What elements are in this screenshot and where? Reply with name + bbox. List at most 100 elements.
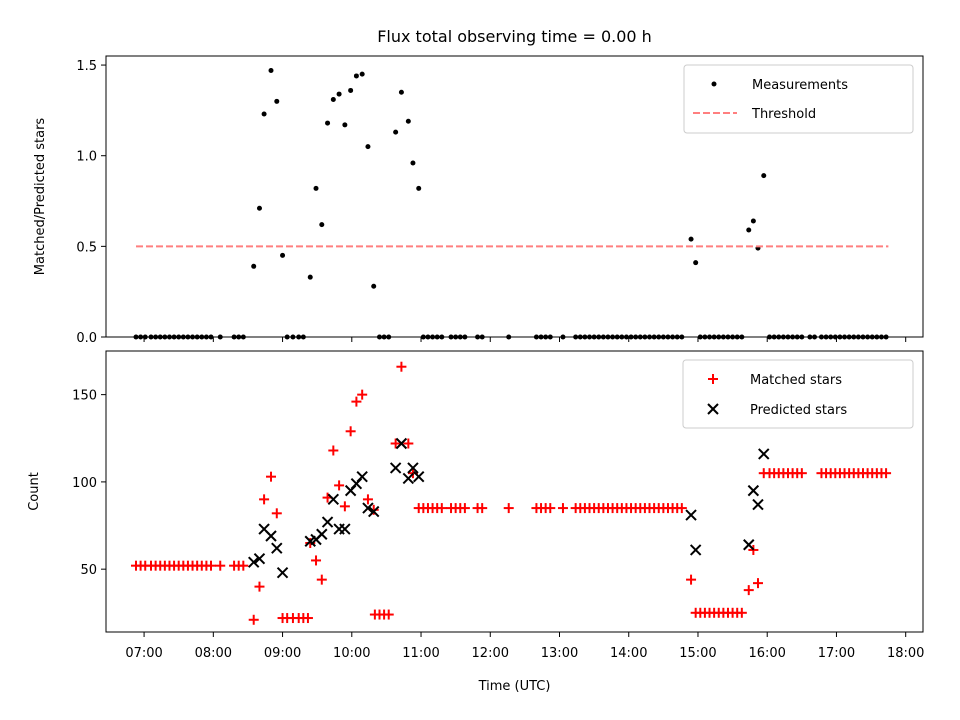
matched-star-point [396, 361, 407, 372]
x-tick-label: 14:00 [610, 646, 647, 661]
matched-star-point [503, 503, 514, 514]
bottom-y-axis-label: Count [27, 472, 42, 511]
top-y-tick-label: 0.0 [76, 331, 97, 346]
predicted-star-point [685, 509, 697, 521]
matched-star-point [881, 468, 892, 479]
predicted-star-point [402, 472, 415, 485]
measurement-point [371, 283, 377, 289]
matched-stars-legend-label: Matched stars [750, 373, 842, 388]
measurement-point [365, 144, 371, 150]
predicted-star-point [321, 516, 334, 528]
top-legend-box [683, 64, 914, 134]
top-y-tick-label: 1.5 [76, 59, 97, 74]
matched-star-point [271, 508, 282, 519]
matched-star-point [339, 501, 350, 512]
measurements-legend-label: Measurements [752, 78, 848, 93]
x-tick-label: 08:00 [195, 646, 232, 661]
matched-star-point [362, 494, 373, 505]
measurement-point [256, 205, 262, 211]
matched-star-point [796, 468, 807, 479]
measurement-point [746, 227, 752, 233]
predicted-star-point [247, 556, 260, 568]
measurements-legend-marker [711, 81, 717, 87]
predicted-star-point [395, 437, 408, 450]
x-tick-label: 12:00 [472, 646, 509, 661]
matched-star-point [390, 438, 401, 449]
measurement-point [274, 98, 280, 104]
predicted-star-point [413, 470, 425, 483]
predicted-star-point [276, 566, 289, 579]
matched-star-point [254, 581, 265, 592]
predicted-star-point [752, 498, 764, 511]
bottom-y-tick-label: 50 [80, 563, 97, 578]
measurement-point [359, 71, 365, 77]
matched-star-point [436, 503, 447, 514]
measurement-point [319, 222, 325, 228]
matched-star-point [686, 574, 697, 585]
bottom-series-matched-stars [131, 361, 892, 625]
predicted-star-point [407, 462, 419, 474]
measurement-point [398, 89, 404, 95]
x-tick-label: 16:00 [748, 646, 785, 661]
top-axes-frame [105, 55, 924, 338]
x-tick-label: 17:00 [818, 646, 855, 661]
measurement-point [330, 97, 336, 103]
bottom-axes-frame [105, 350, 924, 633]
x-tick-label: 18:00 [887, 646, 924, 661]
matched-star-point [477, 503, 488, 514]
measurement-point [307, 274, 313, 280]
top-panel: 0.0 0.5 1.0 1.5 [76, 55, 924, 346]
bottom-series-predicted-stars [247, 437, 770, 579]
matched-star-point [357, 389, 368, 400]
matched-star-point [557, 503, 568, 514]
predicted-stars-legend-glyph [707, 403, 719, 415]
matched-star-point [676, 503, 687, 514]
measurement-point [268, 68, 274, 74]
measurement-point [405, 118, 411, 124]
measurement-point [416, 185, 422, 191]
matched-star-point [311, 555, 322, 566]
measurement-point [251, 263, 257, 269]
measurement-point [280, 252, 286, 258]
measurement-point [325, 120, 331, 126]
matched-star-point [403, 438, 414, 449]
predicted-star-point [271, 542, 283, 554]
top-legend: Measurements Threshold [683, 64, 914, 134]
matched-star-point [302, 613, 313, 624]
bottom-legend-box [682, 359, 914, 429]
matched-star-point [266, 471, 277, 482]
matched-stars-legend-glyph [708, 374, 718, 384]
measurement-point [693, 260, 699, 266]
measurement-point [410, 160, 416, 166]
measurement-point [261, 111, 267, 117]
matched-star-point [743, 585, 754, 596]
matched-star-point [328, 445, 339, 456]
matched-star-point [736, 607, 747, 618]
predicted-star-point [327, 493, 340, 506]
top-y-tick-label: 0.5 [76, 240, 97, 255]
top-y-tick-label: 1.0 [76, 150, 97, 165]
x-tick-label: 10:00 [333, 646, 370, 661]
predicted-star-point [747, 484, 760, 497]
predicted-star-point [316, 528, 328, 540]
x-tick-label: 13:00 [541, 646, 578, 661]
measurement-point [393, 129, 399, 135]
predicted-star-point [253, 552, 266, 565]
measurement-point [313, 185, 319, 191]
measurement-point [353, 73, 359, 79]
measurement-point [336, 91, 342, 97]
measurement-point [750, 218, 756, 224]
threshold-legend-label: Threshold [751, 107, 816, 122]
predicted-star-point [368, 505, 380, 518]
x-tick-label: 07:00 [125, 646, 162, 661]
matched-star-point [215, 560, 226, 571]
matched-star-point [545, 503, 556, 514]
predicted-star-point [758, 448, 770, 460]
predicted-star-point [339, 523, 351, 535]
predicted-stars-legend-label: Predicted stars [750, 403, 847, 418]
matched-star-point [459, 503, 470, 514]
matched-star-point [383, 609, 394, 620]
measurement-point [688, 236, 694, 242]
matched-star-point [316, 574, 327, 585]
